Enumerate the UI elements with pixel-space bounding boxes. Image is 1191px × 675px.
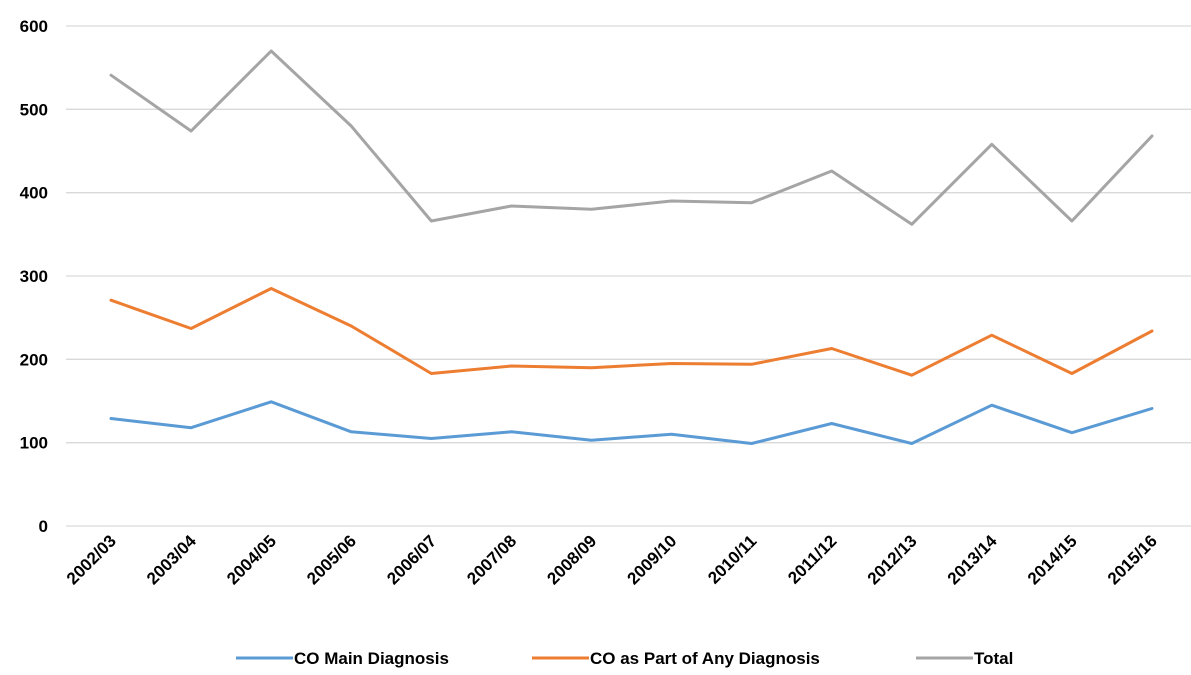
y-tick-label: 500 [20,100,48,119]
x-tick-label: 2004/05 [223,531,280,588]
y-tick-label: 100 [20,434,48,453]
x-tick-label: 2003/04 [143,531,200,588]
legend-label: CO as Part of Any Diagnosis [590,649,820,668]
y-tick-label: 300 [20,267,48,286]
x-tick-label: 2015/16 [1104,531,1161,588]
legend-label: CO Main Diagnosis [294,649,449,668]
gridlines [66,25,1191,527]
y-axis-tick-labels: 0 100 200 300 400 500 600 [20,17,48,536]
x-tick-label: 2007/08 [463,531,520,588]
x-tick-label: 2013/14 [944,531,1001,588]
x-tick-label: 2012/13 [864,531,921,588]
y-tick-label: 200 [20,350,48,369]
x-tick-label: 2002/03 [63,531,120,588]
x-axis-tick-labels: 2002/03 2003/04 2004/05 2005/06 2006/07 2007/… [63,531,1161,588]
series-line-0 [109,400,1154,445]
series-line-2 [109,49,1154,226]
series-lines [109,49,1154,445]
x-tick-label: 2006/07 [383,531,440,588]
x-tick-label: 2014/15 [1024,531,1081,588]
legend-label: Total [974,649,1013,668]
x-tick-label: 2008/09 [543,531,600,588]
legend-item: CO as Part of Any Diagnosis [532,649,820,668]
legend-item: CO Main Diagnosis [236,649,449,668]
x-tick-label: 2011/12 [784,531,840,587]
x-tick-label: 2010/11 [704,531,760,587]
y-tick-label: 0 [39,517,48,536]
series-line-1 [109,287,1154,377]
x-tick-label: 2005/06 [303,531,360,588]
x-tick-label: 2009/10 [623,531,680,588]
legend: CO Main Diagnosis CO as Part of Any Diagn… [236,649,1013,668]
y-tick-label: 400 [20,184,48,203]
legend-item: Total [916,649,1013,668]
y-tick-label: 600 [20,17,48,36]
